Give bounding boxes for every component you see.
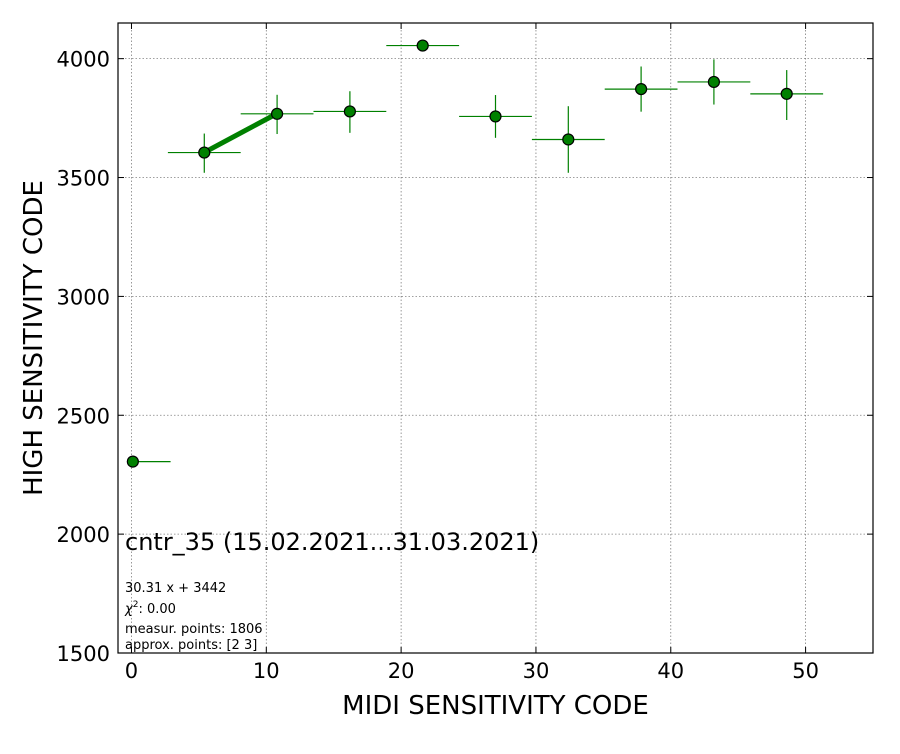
chi2-symbol: χ	[124, 602, 134, 617]
data-point	[780, 87, 793, 100]
data-point	[635, 82, 648, 96]
tick-layer: 0 10 20 30 40 50 1500 2000 2500 3000 3500 4000	[57, 23, 873, 683]
chi2-power: 2	[133, 600, 139, 610]
data-point	[270, 107, 284, 120]
x-tick-label: 50	[792, 659, 819, 683]
chi2-value: : 0.00	[138, 602, 175, 617]
annotation-title: cntr_35 (15.02.2021...31.03.2021)	[125, 528, 539, 556]
data-point	[489, 110, 502, 123]
y-tick-label: 4000	[57, 48, 110, 72]
annotation-measur-points: measur. points: 1806	[125, 622, 263, 637]
x-axis-label: MIDI SENSITIVITY CODE	[342, 691, 649, 721]
grid-layer	[118, 23, 873, 654]
data-point	[126, 455, 139, 468]
y-axis-label: HIGH SENSITIVITY CODE	[19, 180, 49, 496]
plot-frame	[117, 22, 874, 654]
annotation-approx-points: approx. points: [2 3]	[125, 638, 257, 653]
y-tick-label: 2500	[57, 404, 110, 428]
x-tick-label: 40	[657, 659, 684, 683]
data-point	[562, 133, 575, 146]
annotation-equation: 30.31 x + 3442	[125, 581, 226, 596]
data-point	[343, 105, 356, 118]
fit-line	[201, 110, 280, 155]
y-tick-label: 1500	[57, 642, 110, 666]
y-tick-label: 3500	[57, 167, 110, 191]
x-tick-label: 0	[125, 659, 138, 683]
x-tick-label: 10	[253, 659, 280, 683]
y-tick-label: 2000	[57, 523, 110, 547]
data-layer	[126, 39, 824, 468]
annotation-chi2: χ2: 0.00	[124, 600, 176, 617]
x-tick-label: 30	[523, 659, 550, 683]
x-tick-label: 20	[388, 659, 415, 683]
data-point	[707, 75, 721, 89]
y-tick-label: 3000	[57, 285, 110, 309]
data-point	[416, 39, 429, 52]
data-point	[198, 146, 211, 159]
